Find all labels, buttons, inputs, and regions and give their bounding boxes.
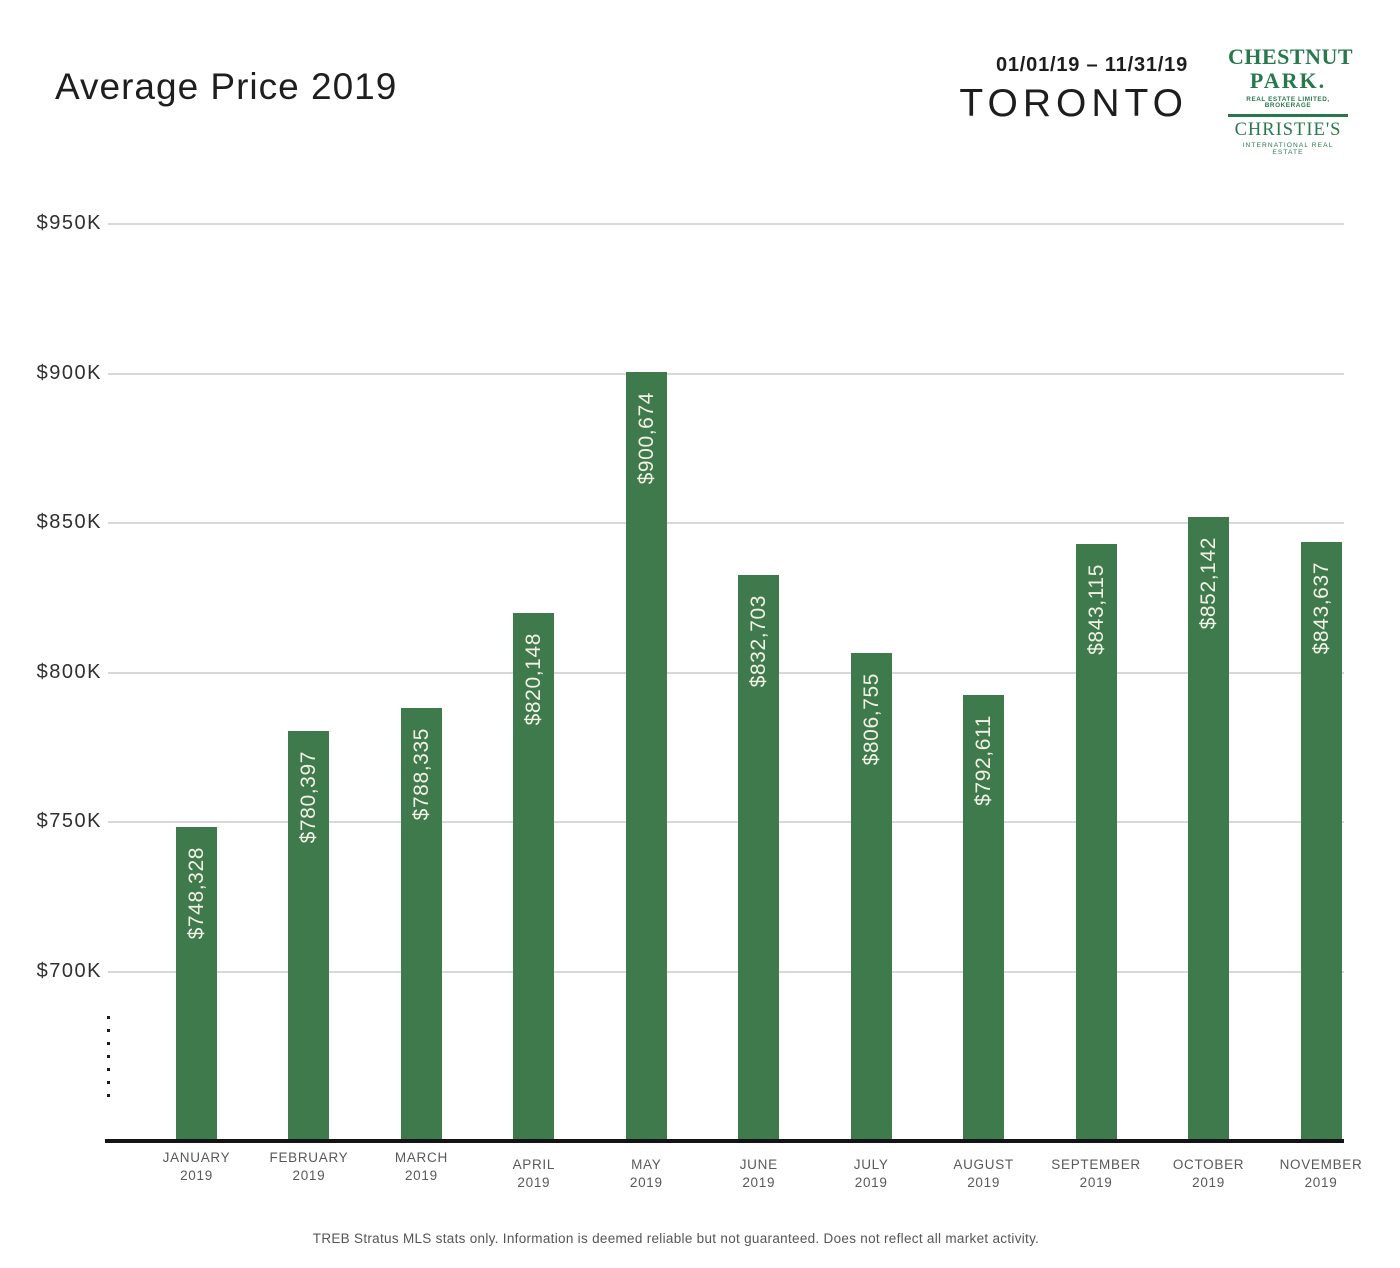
x-tick-label: MAY 2019 xyxy=(588,1156,704,1191)
gridline xyxy=(108,522,1344,525)
logo-christies-text: CHRISTIE'S xyxy=(1234,119,1342,140)
bar xyxy=(513,612,555,1143)
logo-chestnut-text: CHESTNUT xyxy=(1228,44,1354,69)
x-tick-month: MAY xyxy=(631,1157,662,1172)
bar-value-label: $843,115 xyxy=(1084,563,1108,655)
x-tick-label: NOVEMBER 2019 xyxy=(1263,1156,1379,1191)
bar-value-label: $900,674 xyxy=(634,391,658,484)
bar-value-label: $852,142 xyxy=(1197,536,1221,630)
bar-value-label: $748,328 xyxy=(185,847,208,940)
gridline xyxy=(108,372,1344,375)
axis-break-dot xyxy=(107,1042,110,1045)
x-tick-label: JANUARY 2019 xyxy=(139,1149,255,1184)
bar-value-label: $843,637 xyxy=(1309,562,1333,655)
footer-disclaimer: TREB Stratus MLS stats only. Information… xyxy=(312,1231,1040,1246)
x-tick-label: FEBRUARY 2019 xyxy=(251,1149,367,1184)
x-tick-month: MARCH xyxy=(394,1150,448,1165)
x-tick-label: JULY 2019 xyxy=(813,1156,929,1191)
bar xyxy=(850,652,892,1143)
bar xyxy=(1300,542,1342,1143)
x-tick-month: JULY xyxy=(853,1157,889,1172)
x-tick-label: AUGUST 2019 xyxy=(926,1156,1042,1191)
gridline xyxy=(108,223,1344,225)
gridline xyxy=(108,671,1344,674)
y-tick-label: $800K xyxy=(36,660,102,683)
bar-value-label: $820,148 xyxy=(522,632,546,725)
x-tick-year: 2019 xyxy=(967,1174,1001,1190)
bar xyxy=(963,694,1005,1143)
axis-break-dot xyxy=(107,1055,110,1058)
x-tick-month: SEPTEMBER xyxy=(1051,1157,1141,1172)
y-tick-label: $950K xyxy=(36,212,102,234)
bar-value-label: $780,397 xyxy=(297,751,321,844)
x-tick-month: JUNE xyxy=(739,1157,778,1172)
bar-value-label: $832,703 xyxy=(747,594,771,688)
gridline xyxy=(108,821,1344,824)
bar-value-label: $806,755 xyxy=(859,672,883,765)
x-tick-label: MARCH 2019 xyxy=(363,1149,479,1184)
bar-value-label: $788,335 xyxy=(409,727,433,821)
bar xyxy=(400,707,442,1143)
x-tick-month: APRIL xyxy=(512,1157,556,1172)
gridline xyxy=(108,971,1344,973)
logo-divider-rule xyxy=(1228,113,1348,117)
axis-break-dot xyxy=(107,1016,110,1019)
chart-title: Average Price 2019 xyxy=(55,66,398,107)
axis-break-dot xyxy=(107,1094,110,1097)
bar xyxy=(625,371,667,1143)
x-tick-label: SEPTEMBER 2019 xyxy=(1038,1156,1154,1191)
x-tick-year: 2019 xyxy=(180,1167,213,1183)
x-tick-year: 2019 xyxy=(292,1167,326,1183)
x-tick-year: 2019 xyxy=(1079,1174,1113,1190)
bar xyxy=(1188,516,1230,1143)
x-tick-year: 2019 xyxy=(1192,1174,1225,1190)
region-label: TORONTO xyxy=(959,82,1188,125)
axis-break-dot xyxy=(107,1068,110,1071)
x-tick-year: 2019 xyxy=(404,1167,438,1183)
logo-brokerage-text: REAL ESTATE LIMITED, BROKERAGE xyxy=(1246,96,1330,110)
x-tick-year: 2019 xyxy=(742,1174,776,1190)
bar xyxy=(738,574,780,1143)
axis-break-dot xyxy=(107,1081,110,1084)
x-tick-label: APRIL 2019 xyxy=(476,1156,592,1191)
axis-break-dot xyxy=(107,1029,110,1032)
date-range: 01/01/19 – 11/31/19 xyxy=(995,54,1188,76)
bar-value-label: $792,611 xyxy=(972,714,996,806)
x-tick-month: OCTOBER xyxy=(1172,1157,1245,1172)
bar xyxy=(176,827,217,1143)
x-tick-month: JANUARY xyxy=(162,1150,231,1165)
x-tick-year: 2019 xyxy=(517,1174,551,1190)
y-tick-label: $850K xyxy=(36,511,102,534)
x-tick-year: 2019 xyxy=(854,1174,888,1190)
y-tick-label: $900K xyxy=(36,361,102,384)
x-tick-year: 2019 xyxy=(629,1174,663,1190)
bar xyxy=(1075,543,1117,1143)
bar xyxy=(288,731,330,1143)
y-tick-label: $750K xyxy=(36,810,102,833)
x-tick-year: 2019 xyxy=(1304,1174,1338,1190)
brand-logo: CHESTNUT PARK. REAL ESTATE LIMITED, BROK… xyxy=(1228,44,1354,157)
logo-international-text: INTERNATIONAL REAL ESTATE xyxy=(1242,142,1334,156)
x-axis-line xyxy=(105,1139,1344,1143)
x-tick-month: AUGUST xyxy=(953,1157,1014,1172)
x-tick-label: OCTOBER 2019 xyxy=(1151,1156,1267,1191)
x-tick-month: NOVEMBER xyxy=(1279,1157,1363,1172)
x-tick-month: FEBRUARY xyxy=(269,1150,349,1165)
x-tick-label: JUNE 2019 xyxy=(701,1156,817,1191)
y-tick-label: $700K xyxy=(36,960,102,982)
logo-park-text: PARK. xyxy=(1249,68,1327,93)
